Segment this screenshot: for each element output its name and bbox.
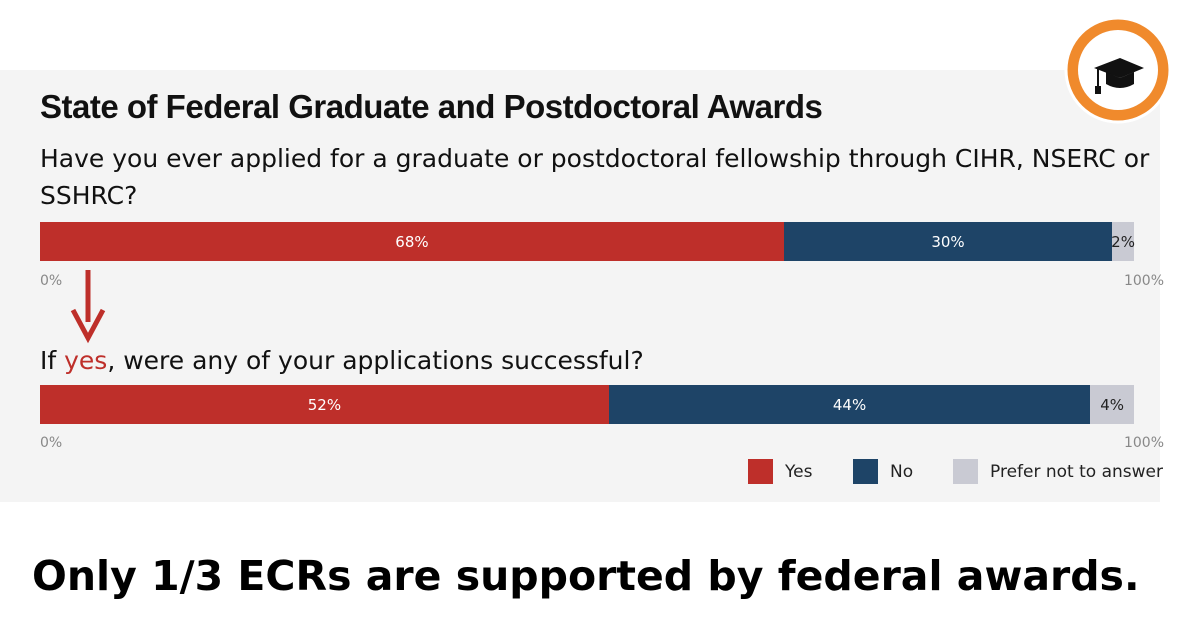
x-tick-label: 0% <box>40 435 63 451</box>
value-label: 44% <box>832 395 867 414</box>
title: State of Federal Graduate and Postdoctor… <box>40 88 823 125</box>
arrow <box>70 270 106 344</box>
value-label: 4% <box>1100 395 1124 414</box>
question-text: Have you ever applied for a graduate or … <box>40 144 1150 210</box>
x-tick-label: 0% <box>40 273 63 289</box>
bar-segment: 4% <box>1090 385 1134 424</box>
legend-item: No <box>853 459 913 484</box>
question-text: yes <box>64 346 108 375</box>
value-label: 68% <box>395 232 429 251</box>
bar-segment: 68% <box>40 222 784 261</box>
legend-item: Yes <box>748 459 812 484</box>
legend-swatch <box>748 459 773 484</box>
legend-swatch <box>853 459 878 484</box>
x-tick-label: 100% <box>1123 273 1164 289</box>
legend-swatch <box>953 459 978 484</box>
legend-label: Prefer not to answer <box>990 461 1163 482</box>
value-label: 30% <box>931 232 965 251</box>
legend-label: Yes <box>785 461 813 482</box>
bar-segment: 52% <box>40 385 609 424</box>
bar-segment: 2% <box>1111 222 1135 261</box>
question: Have you ever applied for a graduate or … <box>40 140 1150 214</box>
question-text: , were any of your applications successf… <box>107 346 644 375</box>
bar-segment: 44% <box>608 385 1091 424</box>
legend-item: Prefer not to answer <box>953 459 1163 484</box>
x-tick-label: 100% <box>1123 435 1164 451</box>
question: If yes, were any of your applications su… <box>40 342 1150 379</box>
logo <box>1064 16 1172 124</box>
panel <box>0 70 1160 502</box>
value-label: 52% <box>307 395 342 414</box>
value-label: 2% <box>1111 232 1135 251</box>
question-text: If <box>40 346 65 375</box>
caption: Only 1/3 ECRs are supported by federal a… <box>32 552 1140 600</box>
legend-label: No <box>890 461 914 482</box>
bar-segment: 30% <box>783 222 1113 261</box>
